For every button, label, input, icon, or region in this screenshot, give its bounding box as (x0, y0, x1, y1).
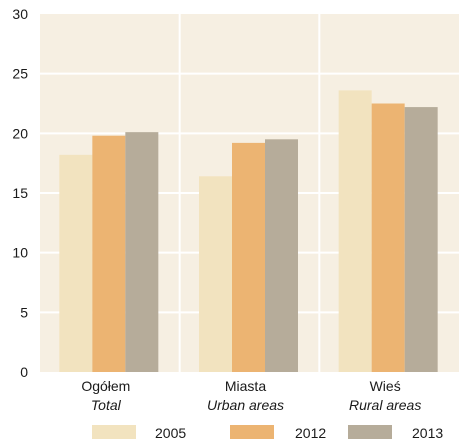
y-tick-label: 15 (12, 185, 28, 201)
category-sublabel: Rural areas (349, 397, 421, 413)
y-tick-label: 25 (12, 66, 28, 82)
legend-swatch-2013 (348, 425, 392, 439)
y-tick-label: 10 (12, 245, 28, 261)
bar-2013-2 (404, 107, 438, 372)
bar-2013-1 (265, 139, 298, 372)
category-sublabel: Total (91, 397, 122, 413)
y-tick-label: 0 (20, 364, 28, 380)
category-label: Wieś (370, 378, 401, 394)
x-axis-labels: Ogółem Total Miasta Urban areas Wieś Rural ar… (81, 378, 421, 413)
category-label: Ogółem (81, 378, 130, 394)
category-sublabel: Urban areas (207, 397, 284, 413)
category-label: Miasta (225, 378, 266, 394)
bar-2005-1 (199, 176, 232, 372)
bar-2012-1 (232, 142, 265, 372)
y-tick-label: 5 (20, 304, 28, 320)
legend-label: 2012 (295, 425, 326, 439)
y-axis-ticks: 0 5 10 15 20 25 30 (12, 6, 28, 380)
legend-label: 2005 (155, 425, 186, 439)
bar-2012-2 (371, 103, 405, 372)
bar-2013-0 (125, 132, 159, 372)
bars (59, 90, 438, 372)
y-tick-label: 30 (12, 6, 28, 22)
legend-label: 2013 (412, 425, 443, 439)
y-tick-label: 20 (12, 125, 28, 141)
legend-swatch-2005 (92, 425, 136, 439)
bar-2005-0 (59, 154, 93, 372)
bar-2012-0 (92, 135, 126, 372)
legend: 2005 2012 2013 (92, 425, 443, 439)
legend-swatch-2012 (230, 425, 274, 439)
bar-2005-2 (338, 90, 372, 372)
